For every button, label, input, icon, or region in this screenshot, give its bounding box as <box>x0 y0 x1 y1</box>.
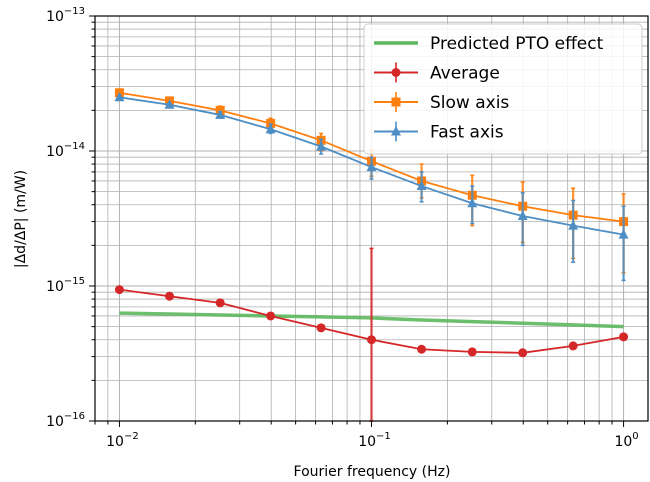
x-tick-label: 100 <box>614 431 638 450</box>
data-point <box>618 229 629 239</box>
y-axis-label: |Δd/ΔP| (m/W) <box>13 170 29 268</box>
data-point <box>467 197 478 208</box>
series-average <box>114 247 629 422</box>
legend-item: Fast axis <box>374 121 504 143</box>
y-tick-label: 10−16 <box>46 411 85 430</box>
series-fast-axis <box>114 91 629 282</box>
data-point <box>266 311 276 321</box>
data-point <box>467 347 477 357</box>
data-point <box>518 348 528 358</box>
data-point <box>568 220 579 230</box>
axis-ticks: 10−2 10−1 100 10−16 10−15 10−14 10−13 <box>46 6 639 450</box>
x-tick-label: 10−2 <box>106 431 139 450</box>
x-axis-label: Fourier frequency (Hz) <box>294 464 451 480</box>
legend-label: Fast axis <box>430 123 504 143</box>
data-point <box>416 180 427 191</box>
y-tick-label: 10−14 <box>46 141 85 160</box>
x-tick-label: 10−1 <box>358 431 391 450</box>
legend-item: Predicted PTO effect <box>374 34 604 54</box>
data-point <box>164 99 175 109</box>
data-point <box>619 332 629 342</box>
legend-label: Slow axis <box>430 93 509 113</box>
data-point <box>517 210 528 221</box>
data-point <box>114 91 125 102</box>
data-point <box>316 323 326 333</box>
data-point <box>215 109 226 119</box>
data-point <box>417 344 427 354</box>
legend-item: Average <box>374 62 500 84</box>
plot-series <box>114 88 629 422</box>
data-point <box>215 298 225 308</box>
data-point <box>265 123 276 134</box>
y-tick-label: 10−13 <box>46 6 85 25</box>
y-tick-label: 10−15 <box>46 276 85 295</box>
legend-box <box>363 23 643 155</box>
data-point <box>367 335 376 345</box>
data-point <box>568 341 578 351</box>
data-point <box>165 291 175 301</box>
legend-label: Predicted PTO effect <box>430 34 604 54</box>
legend-label: Average <box>430 64 500 84</box>
legend: Predicted PTO effect Average Slow axis Fast… <box>363 23 643 155</box>
data-point <box>366 161 377 172</box>
data-point <box>316 140 327 151</box>
data-point <box>114 285 124 295</box>
legend-item: Slow axis <box>374 92 509 113</box>
